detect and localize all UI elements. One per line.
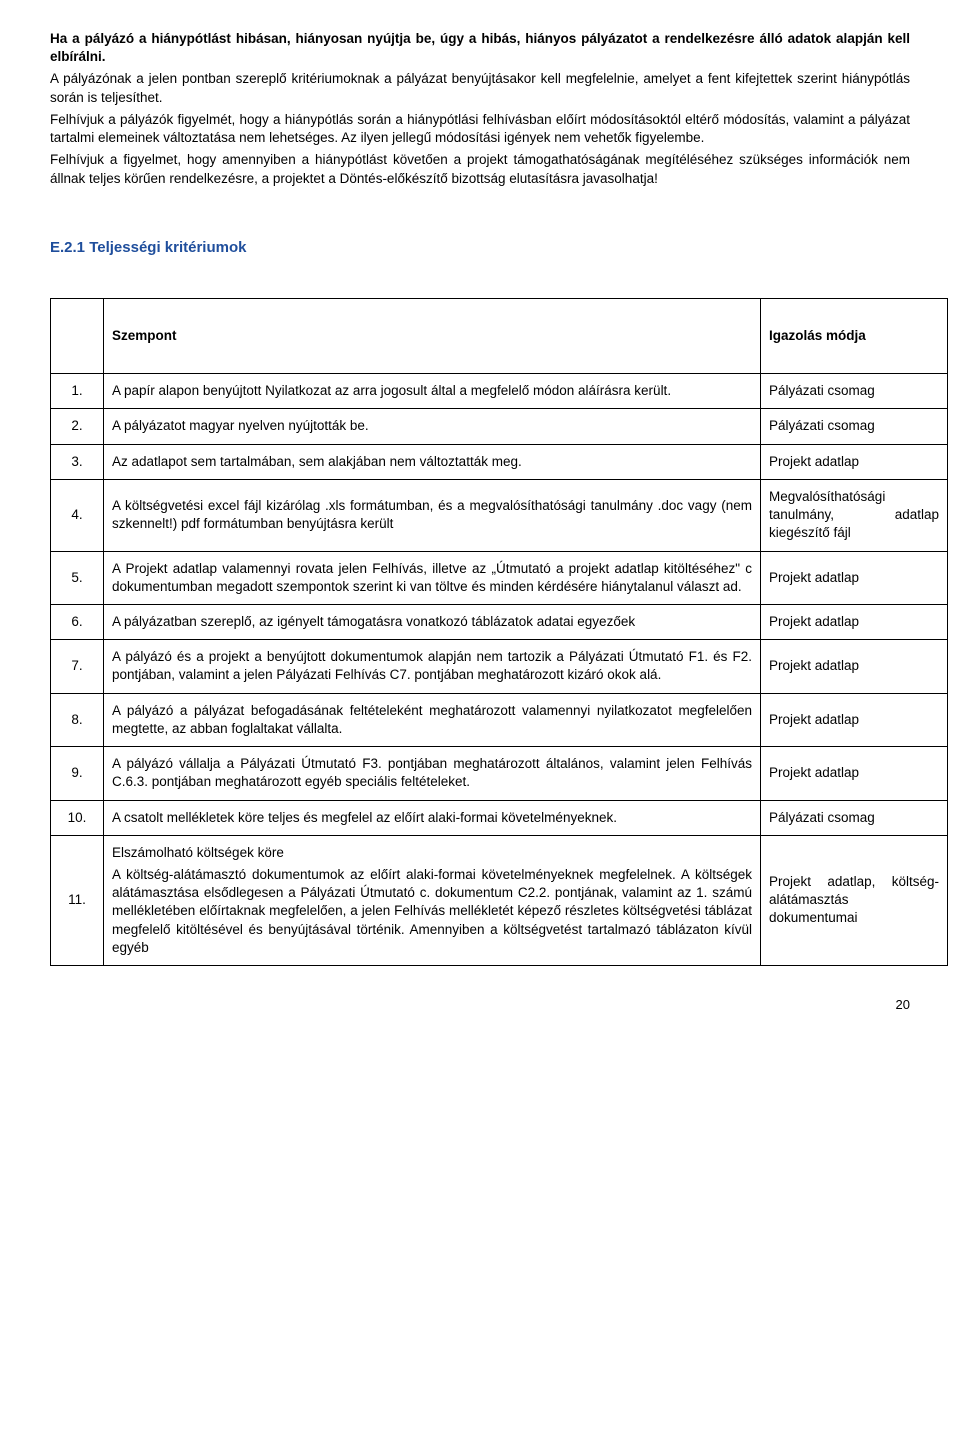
row-igazolas: Projekt adatlap: [761, 640, 948, 693]
row-number: 7.: [51, 640, 104, 693]
row-szempont: A pályázatot magyar nyelven nyújtották b…: [104, 409, 761, 444]
row-igazolas: Projekt adatlap: [761, 693, 948, 746]
row-szempont: A csatolt mellékletek köre teljes és meg…: [104, 800, 761, 835]
intro-paragraph-4: Felhívjuk a figyelmet, hogy amennyiben a…: [50, 151, 910, 187]
table-row: 10.A csatolt mellékletek köre teljes és …: [51, 800, 948, 835]
row-szempont: A pályázó és a projekt a benyújtott doku…: [104, 640, 761, 693]
table-row: 8.A pályázó a pályázat befogadásának fel…: [51, 693, 948, 746]
row-number: 2.: [51, 409, 104, 444]
row-number: 4.: [51, 479, 104, 551]
row-igazolas: Pályázati csomag: [761, 409, 948, 444]
header-blank: [51, 299, 104, 374]
row-number: 6.: [51, 604, 104, 639]
row-number: 3.: [51, 444, 104, 479]
row-number: 9.: [51, 747, 104, 800]
row-szempont: A pályázó vállalja a Pályázati Útmutató …: [104, 747, 761, 800]
row-szempont: A pályázó a pályázat befogadásának felté…: [104, 693, 761, 746]
section-heading: E.2.1 Teljességi kritériumok: [50, 238, 910, 258]
row-igazolas: Projekt adatlap: [761, 604, 948, 639]
row-szempont: Elszámolható költségek köreA költség-alá…: [104, 835, 761, 965]
row-igazolas: Projekt adatlap: [761, 444, 948, 479]
row-szempont: A pályázatban szereplő, az igényelt támo…: [104, 604, 761, 639]
row-igazolas: Projekt adatlap, költség-alátámasztás do…: [761, 835, 948, 965]
intro-paragraph-1: Ha a pályázó a hiánypótlást hibásan, hiá…: [50, 30, 910, 66]
table-row: 6.A pályázatban szereplő, az igényelt tá…: [51, 604, 948, 639]
table-row: 4.A költségvetési excel fájl kizárólag .…: [51, 479, 948, 551]
table-header-row: Szempont Igazolás módja: [51, 299, 948, 374]
row-igazolas: Pályázati csomag: [761, 374, 948, 409]
row-number: 8.: [51, 693, 104, 746]
row-number: 5.: [51, 551, 104, 604]
intro-paragraph-3: Felhívjuk a pályázók figyelmét, hogy a h…: [50, 111, 910, 147]
page-number: 20: [50, 996, 910, 1014]
row-szempont: Az adatlapot sem tartalmában, sem alakjá…: [104, 444, 761, 479]
row-number: 10.: [51, 800, 104, 835]
row-szempont: A költségvetési excel fájl kizárólag .xl…: [104, 479, 761, 551]
header-szempont: Szempont: [104, 299, 761, 374]
row-igazolas: Pályázati csomag: [761, 800, 948, 835]
table-row: 11.Elszámolható költségek köreA költség-…: [51, 835, 948, 965]
intro-paragraph-2: A pályázónak a jelen pontban szereplő kr…: [50, 70, 910, 106]
table-row: 1.A papír alapon benyújtott Nyilatkozat …: [51, 374, 948, 409]
header-igazolas: Igazolás módja: [761, 299, 948, 374]
row-szempont: A papír alapon benyújtott Nyilatkozat az…: [104, 374, 761, 409]
row-igazolas: Projekt adatlap: [761, 747, 948, 800]
table-row: 3.Az adatlapot sem tartalmában, sem alak…: [51, 444, 948, 479]
row-number: 11.: [51, 835, 104, 965]
row-igazolas: Projekt adatlap: [761, 551, 948, 604]
row-number: 1.: [51, 374, 104, 409]
table-row: 2.A pályázatot magyar nyelven nyújtották…: [51, 409, 948, 444]
row-szempont: A Projekt adatlap valamennyi rovata jele…: [104, 551, 761, 604]
criteria-table: Szempont Igazolás módja 1.A papír alapon…: [50, 298, 948, 966]
table-row: 9.A pályázó vállalja a Pályázati Útmutat…: [51, 747, 948, 800]
row-igazolas: Megvalósíthatósági tanulmány, adatlap ki…: [761, 479, 948, 551]
table-row: 7.A pályázó és a projekt a benyújtott do…: [51, 640, 948, 693]
table-row: 5.A Projekt adatlap valamennyi rovata je…: [51, 551, 948, 604]
page-container: Ha a pályázó a hiánypótlást hibásan, hiá…: [0, 0, 960, 1044]
